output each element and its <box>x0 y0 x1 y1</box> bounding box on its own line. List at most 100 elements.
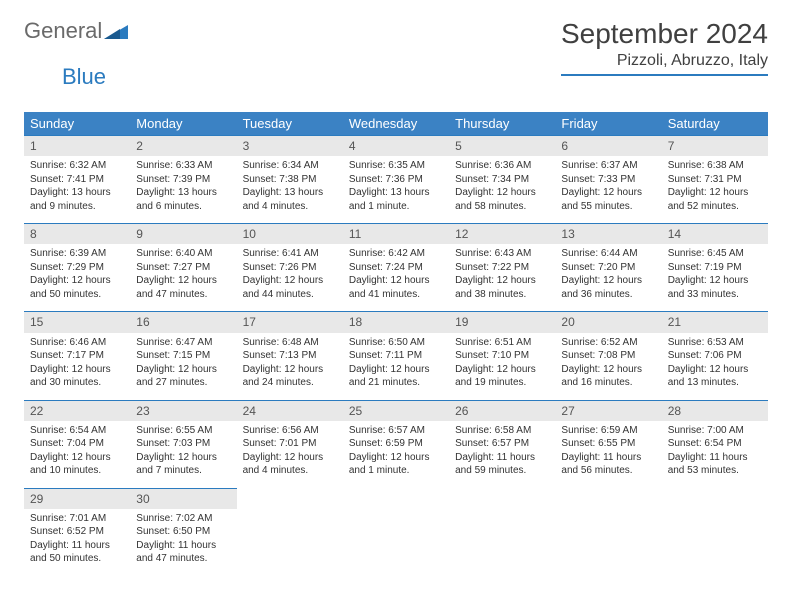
sunset-text: Sunset: 7:06 PM <box>668 349 762 363</box>
sunrise-text: Sunrise: 6:45 AM <box>668 247 762 261</box>
sunset-text: Sunset: 7:11 PM <box>349 349 443 363</box>
day-number-cell: 30 <box>130 488 236 509</box>
day-number-cell: 16 <box>130 312 236 333</box>
daylight-text: Daylight: 11 hours and 59 minutes. <box>455 451 549 478</box>
daylight-text: Daylight: 13 hours and 1 minute. <box>349 186 443 213</box>
day-number-cell: 25 <box>343 400 449 421</box>
day-number-cell: 7 <box>662 136 768 157</box>
daylight-text: Daylight: 12 hours and 38 minutes. <box>455 274 549 301</box>
daylight-text: Daylight: 12 hours and 33 minutes. <box>668 274 762 301</box>
logo-triangle-icon <box>104 23 128 39</box>
day-details-row: Sunrise: 6:54 AMSunset: 7:04 PMDaylight:… <box>24 421 768 489</box>
day-number-cell <box>555 488 661 509</box>
sunrise-text: Sunrise: 6:57 AM <box>349 424 443 438</box>
day-detail-cell <box>343 509 449 576</box>
day-number-cell: 27 <box>555 400 661 421</box>
day-header-row: SundayMondayTuesdayWednesdayThursdayFrid… <box>24 112 768 136</box>
sunset-text: Sunset: 7:39 PM <box>136 173 230 187</box>
day-number-row: 2930 <box>24 488 768 509</box>
sunrise-text: Sunrise: 6:48 AM <box>243 336 337 350</box>
day-detail-cell: Sunrise: 6:46 AMSunset: 7:17 PMDaylight:… <box>24 333 130 401</box>
daylight-text: Daylight: 13 hours and 6 minutes. <box>136 186 230 213</box>
day-details-row: Sunrise: 7:01 AMSunset: 6:52 PMDaylight:… <box>24 509 768 576</box>
day-detail-cell: Sunrise: 6:56 AMSunset: 7:01 PMDaylight:… <box>237 421 343 489</box>
day-header: Wednesday <box>343 112 449 136</box>
daylight-text: Daylight: 12 hours and 13 minutes. <box>668 363 762 390</box>
day-number-cell <box>449 488 555 509</box>
sunrise-text: Sunrise: 6:58 AM <box>455 424 549 438</box>
sunset-text: Sunset: 7:03 PM <box>136 437 230 451</box>
sunrise-text: Sunrise: 6:37 AM <box>561 159 655 173</box>
sunrise-text: Sunrise: 6:35 AM <box>349 159 443 173</box>
day-number-cell: 4 <box>343 136 449 157</box>
day-detail-cell: Sunrise: 6:33 AMSunset: 7:39 PMDaylight:… <box>130 156 236 224</box>
sunset-text: Sunset: 7:24 PM <box>349 261 443 275</box>
sunrise-text: Sunrise: 6:55 AM <box>136 424 230 438</box>
day-detail-cell: Sunrise: 6:41 AMSunset: 7:26 PMDaylight:… <box>237 244 343 312</box>
daylight-text: Daylight: 12 hours and 4 minutes. <box>243 451 337 478</box>
sunrise-text: Sunrise: 6:46 AM <box>30 336 124 350</box>
sunset-text: Sunset: 7:08 PM <box>561 349 655 363</box>
day-detail-cell: Sunrise: 6:42 AMSunset: 7:24 PMDaylight:… <box>343 244 449 312</box>
day-number-cell: 29 <box>24 488 130 509</box>
day-detail-cell: Sunrise: 6:32 AMSunset: 7:41 PMDaylight:… <box>24 156 130 224</box>
daylight-text: Daylight: 12 hours and 47 minutes. <box>136 274 230 301</box>
daylight-text: Daylight: 13 hours and 4 minutes. <box>243 186 337 213</box>
day-detail-cell: Sunrise: 6:57 AMSunset: 6:59 PMDaylight:… <box>343 421 449 489</box>
day-detail-cell: Sunrise: 6:58 AMSunset: 6:57 PMDaylight:… <box>449 421 555 489</box>
sunset-text: Sunset: 7:26 PM <box>243 261 337 275</box>
day-number-cell: 19 <box>449 312 555 333</box>
sunset-text: Sunset: 7:17 PM <box>30 349 124 363</box>
day-detail-cell: Sunrise: 6:59 AMSunset: 6:55 PMDaylight:… <box>555 421 661 489</box>
sunrise-text: Sunrise: 6:39 AM <box>30 247 124 261</box>
sunset-text: Sunset: 7:20 PM <box>561 261 655 275</box>
day-number-cell: 15 <box>24 312 130 333</box>
calendar-body: 1234567Sunrise: 6:32 AMSunset: 7:41 PMDa… <box>24 136 768 576</box>
day-number-cell: 28 <box>662 400 768 421</box>
daylight-text: Daylight: 11 hours and 47 minutes. <box>136 539 230 566</box>
sunrise-text: Sunrise: 6:40 AM <box>136 247 230 261</box>
sunset-text: Sunset: 7:15 PM <box>136 349 230 363</box>
daylight-text: Daylight: 11 hours and 56 minutes. <box>561 451 655 478</box>
daylight-text: Daylight: 12 hours and 16 minutes. <box>561 363 655 390</box>
day-header: Saturday <box>662 112 768 136</box>
sunrise-text: Sunrise: 6:41 AM <box>243 247 337 261</box>
daylight-text: Daylight: 12 hours and 30 minutes. <box>30 363 124 390</box>
day-number-row: 15161718192021 <box>24 312 768 333</box>
sunrise-text: Sunrise: 6:32 AM <box>30 159 124 173</box>
sunset-text: Sunset: 6:50 PM <box>136 525 230 539</box>
day-number-cell: 3 <box>237 136 343 157</box>
day-number-cell: 23 <box>130 400 236 421</box>
daylight-text: Daylight: 12 hours and 41 minutes. <box>349 274 443 301</box>
daylight-text: Daylight: 12 hours and 58 minutes. <box>455 186 549 213</box>
sunset-text: Sunset: 7:41 PM <box>30 173 124 187</box>
sunset-text: Sunset: 7:27 PM <box>136 261 230 275</box>
day-number-cell: 2 <box>130 136 236 157</box>
sunset-text: Sunset: 7:38 PM <box>243 173 337 187</box>
daylight-text: Daylight: 12 hours and 36 minutes. <box>561 274 655 301</box>
logo-word1: General <box>24 18 102 44</box>
day-details-row: Sunrise: 6:39 AMSunset: 7:29 PMDaylight:… <box>24 244 768 312</box>
day-number-cell: 20 <box>555 312 661 333</box>
sunset-text: Sunset: 6:57 PM <box>455 437 549 451</box>
day-detail-cell: Sunrise: 6:45 AMSunset: 7:19 PMDaylight:… <box>662 244 768 312</box>
daylight-text: Daylight: 12 hours and 50 minutes. <box>30 274 124 301</box>
day-number-cell: 11 <box>343 224 449 245</box>
sunset-text: Sunset: 7:22 PM <box>455 261 549 275</box>
daylight-text: Daylight: 12 hours and 21 minutes. <box>349 363 443 390</box>
day-detail-cell <box>449 509 555 576</box>
day-detail-cell: Sunrise: 6:38 AMSunset: 7:31 PMDaylight:… <box>662 156 768 224</box>
day-detail-cell: Sunrise: 6:36 AMSunset: 7:34 PMDaylight:… <box>449 156 555 224</box>
day-header: Friday <box>555 112 661 136</box>
sunset-text: Sunset: 7:10 PM <box>455 349 549 363</box>
sunset-text: Sunset: 7:04 PM <box>30 437 124 451</box>
sunset-text: Sunset: 7:33 PM <box>561 173 655 187</box>
sunset-text: Sunset: 7:34 PM <box>455 173 549 187</box>
day-detail-cell: Sunrise: 6:51 AMSunset: 7:10 PMDaylight:… <box>449 333 555 401</box>
day-detail-cell: Sunrise: 6:54 AMSunset: 7:04 PMDaylight:… <box>24 421 130 489</box>
sunset-text: Sunset: 7:01 PM <box>243 437 337 451</box>
day-number-row: 22232425262728 <box>24 400 768 421</box>
day-number-cell: 14 <box>662 224 768 245</box>
day-header: Sunday <box>24 112 130 136</box>
logo-word2: Blue <box>62 64 106 89</box>
